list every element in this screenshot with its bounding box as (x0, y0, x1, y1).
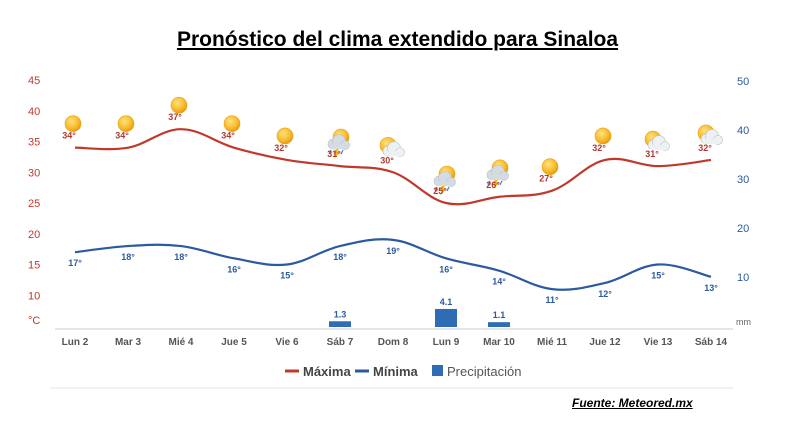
right-tick-label: 30 (737, 174, 749, 186)
x-tick-label: Mié 11 (537, 337, 567, 348)
legend-swatch (432, 365, 443, 376)
min-temp-label: 12° (598, 289, 612, 299)
sun-icon (117, 115, 135, 132)
legend-item: Máxima (285, 364, 351, 379)
min-temp-label: 13° (704, 283, 718, 293)
legend: Máxima Mínima Precipitación (285, 364, 521, 379)
axes: 45 40 35 30 25 20 15 10 °C 50 40 30 20 10 mm Lun 2 Mar 3… (28, 75, 751, 348)
left-tick-label: 25 (28, 198, 40, 210)
min-temp-label: 16° (439, 264, 453, 274)
partly-cloudy-icon (379, 136, 405, 158)
x-tick-label: Dom 8 (378, 337, 409, 348)
x-tick-label: Mié 4 (168, 337, 193, 348)
max-temp-label: 34° (115, 131, 129, 141)
x-tick-label: Jue 12 (589, 337, 621, 348)
min-temp-label: 14° (492, 277, 506, 287)
min-temp-label: 16° (227, 264, 241, 274)
sun-icon (594, 127, 612, 145)
precipitation-bar (488, 322, 510, 327)
max-temp-label: 30° (380, 155, 394, 165)
max-temp-label: 32° (698, 143, 712, 153)
temperature-lines (74, 128, 712, 291)
legend-item: Precipitación (432, 364, 521, 379)
precipitation-bar (435, 308, 457, 327)
data-labels: 1.3 4.1 1.1 34° 34° 37° 34° 32° 31° 30° 25° 26° 27° 3… (62, 112, 718, 320)
precipitation-bars (329, 308, 510, 327)
x-tick-label: Lun 9 (433, 337, 460, 348)
left-tick-label: 35 (28, 137, 40, 149)
right-tick-label: 20 (737, 223, 749, 235)
grid (50, 328, 733, 389)
max-temp-label: 27° (539, 174, 553, 184)
right-tick-label: 10 (737, 272, 749, 284)
left-tick-label: 30 (28, 167, 40, 179)
min-temp-label: 18° (174, 252, 188, 262)
x-tick-label: Jue 5 (221, 337, 247, 348)
x-tick-label: Sáb 14 (695, 337, 728, 348)
legend-label: Mínima (373, 364, 419, 379)
max-temperature-line (74, 128, 712, 206)
left-tick-label: 40 (28, 106, 40, 118)
x-tick-label: Mar 10 (483, 337, 515, 348)
storm-icon (327, 128, 350, 160)
right-axis-unit: mm (736, 317, 751, 327)
precipitation-label: 4.1 (440, 297, 453, 307)
left-tick-label: 10 (28, 290, 40, 302)
max-temp-label: 25° (433, 186, 447, 196)
left-tick-label: 20 (28, 229, 40, 241)
max-temp-label: 32° (592, 143, 606, 153)
left-tick-label: 15 (28, 260, 40, 272)
max-temp-label: 26° (486, 180, 500, 190)
sun-icon (541, 158, 559, 175)
min-temp-label: 15° (280, 271, 294, 281)
sun-icon (223, 115, 241, 132)
right-tick-label: 40 (737, 125, 749, 137)
x-tick-label: Vie 6 (275, 337, 299, 348)
max-temp-label: 31° (327, 149, 341, 159)
storm-icon (433, 165, 456, 196)
left-tick-label: 45 (28, 75, 40, 87)
min-temp-label: 17° (68, 258, 82, 268)
max-temp-label: 34° (62, 131, 76, 141)
precipitation-bar (329, 321, 351, 327)
sun-icon (64, 115, 82, 132)
min-temp-label: 15° (651, 271, 665, 281)
max-temp-label: 37° (168, 112, 182, 122)
max-temp-label: 34° (221, 131, 235, 141)
min-temp-label: 18° (121, 252, 135, 262)
right-tick-label: 50 (737, 76, 749, 88)
x-tick-label: Lun 2 (62, 337, 89, 348)
x-tick-label: Vie 13 (644, 337, 673, 348)
x-tick-label: Mar 3 (115, 337, 142, 348)
legend-label: Precipitación (447, 364, 521, 379)
legend-item: Mínima (355, 364, 419, 379)
precipitation-label: 1.1 (493, 310, 506, 320)
partly-cloudy-icon (644, 130, 670, 151)
chart-title: Pronóstico del clima extendido para Sina… (176, 28, 619, 51)
precipitation-label: 1.3 (334, 309, 347, 319)
sun-icon (170, 96, 188, 114)
max-temp-label: 32° (274, 143, 288, 153)
left-axis-unit: °C (28, 315, 40, 327)
min-temperature-line (74, 238, 712, 291)
x-tick-label: Sáb 7 (327, 337, 354, 348)
min-temp-label: 18° (333, 252, 347, 262)
min-temp-label: 19° (386, 246, 400, 256)
sun-icon (276, 127, 294, 145)
legend-label: Máxima (303, 364, 351, 379)
weather-icons (64, 96, 723, 196)
storm-icon (486, 159, 509, 190)
min-temp-label: 11° (545, 295, 559, 305)
max-temp-label: 31° (645, 149, 659, 159)
partly-cloudy-icon (697, 124, 723, 145)
source-credit: Fuente: Meteored.mx (572, 396, 693, 410)
